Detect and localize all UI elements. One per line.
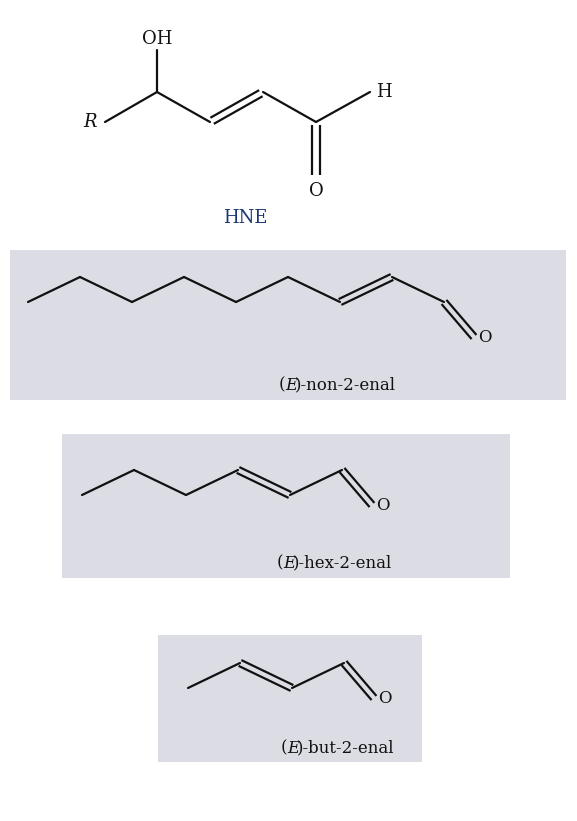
Text: )-hex-2-enal: )-hex-2-enal	[293, 554, 392, 571]
FancyBboxPatch shape	[10, 250, 566, 400]
Text: E: E	[285, 377, 297, 393]
Text: )-but-2-enal: )-but-2-enal	[297, 740, 395, 756]
Text: O: O	[309, 182, 323, 200]
Text: E: E	[283, 554, 295, 571]
Text: (: (	[280, 740, 287, 756]
Text: O: O	[378, 690, 392, 707]
Text: H: H	[376, 83, 392, 101]
Text: O: O	[376, 497, 389, 513]
Text: R: R	[84, 113, 97, 131]
FancyBboxPatch shape	[62, 434, 510, 578]
Text: (: (	[276, 554, 283, 571]
Text: )-non-2-enal: )-non-2-enal	[295, 377, 396, 393]
Text: HNE: HNE	[223, 209, 267, 227]
Text: (: (	[279, 377, 285, 393]
Text: OH: OH	[142, 30, 172, 48]
Text: O: O	[478, 328, 492, 346]
FancyBboxPatch shape	[158, 635, 422, 762]
Text: E: E	[287, 740, 299, 756]
